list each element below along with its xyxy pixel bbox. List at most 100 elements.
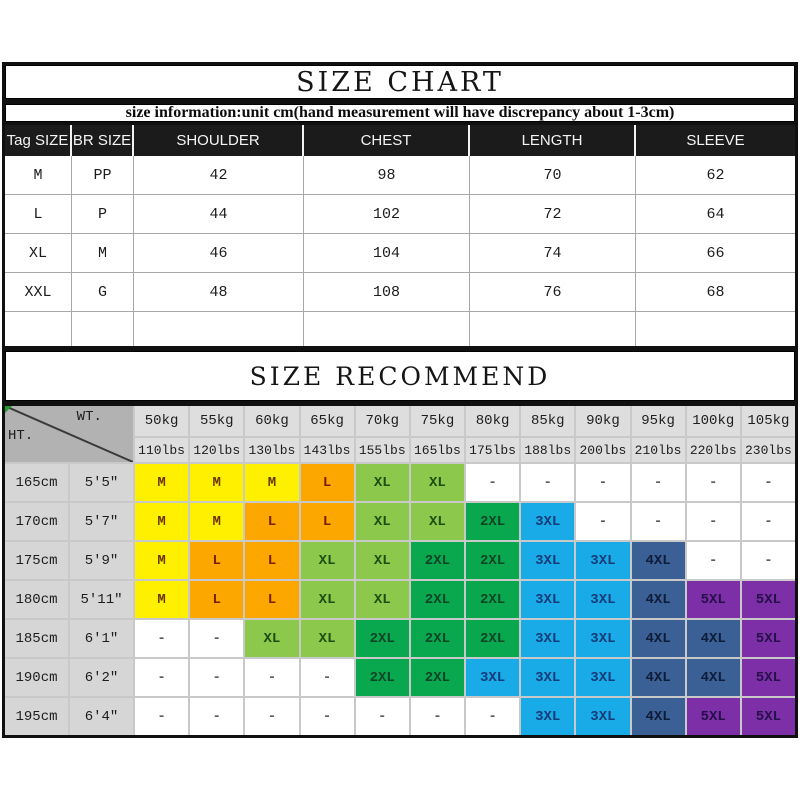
recommend-size-cell: XL <box>355 581 409 618</box>
recommend-size-cell: 2XL <box>355 659 409 696</box>
recommend-size-cell: 5XL <box>686 698 740 735</box>
recommend-size-cell: L <box>245 503 299 540</box>
recommend-size-cell: - <box>190 659 244 696</box>
weight-lbs-header: 220lbs <box>686 438 740 462</box>
size-chart-cell: G <box>72 273 133 311</box>
weight-kg-header: 60kg <box>245 406 299 436</box>
weight-kg-header: 80kg <box>466 406 520 436</box>
weight-kg-header: 90kg <box>576 406 630 436</box>
size-chart-cell <box>470 312 635 346</box>
size-chart-table: M PP 42 98 70 62 L P 44 102 72 64 XL M 46 104 74 66 XXL G 48… <box>5 156 795 346</box>
recommend-size-cell: 4XL <box>631 698 685 735</box>
recommend-size-cell: L <box>300 464 354 501</box>
size-recommend-title-box: SIZE RECOMMEND <box>5 351 795 401</box>
recommend-size-cell: 2XL <box>466 620 520 657</box>
size-chart-cell: 72 <box>470 195 635 233</box>
recommend-size-cell: M <box>135 464 189 501</box>
height-ft-header: 5'9" <box>70 542 133 579</box>
recommend-size-cell: - <box>741 464 795 501</box>
size-chart-cell <box>636 312 795 346</box>
height-ft-header: 5'7" <box>70 503 133 540</box>
recommend-size-cell: - <box>576 503 630 540</box>
column-header: SLEEVE <box>636 125 795 156</box>
weight-lbs-header: 165lbs <box>410 438 464 462</box>
recommend-size-cell: - <box>135 659 189 696</box>
height-cm-header: 195cm <box>5 698 68 735</box>
recommend-size-cell: 2XL <box>410 620 464 657</box>
recommend-size-cell: 3XL <box>576 581 630 618</box>
recommend-size-cell: XL <box>410 464 464 501</box>
size-chart-cell: PP <box>72 156 133 194</box>
weight-kg-header: 100kg <box>686 406 740 436</box>
recommend-size-cell: 2XL <box>410 659 464 696</box>
recommend-size-cell: 3XL <box>576 659 630 696</box>
weight-lbs-header: 143lbs <box>300 438 354 462</box>
weight-lbs-header: 188lbs <box>521 438 575 462</box>
recommend-size-cell: - <box>686 503 740 540</box>
recommend-size-cell: 5XL <box>741 620 795 657</box>
size-chart-cell: 102 <box>304 195 469 233</box>
recommend-size-cell: 4XL <box>631 659 685 696</box>
size-chart-cell: 66 <box>636 234 795 272</box>
size-chart-cell: 104 <box>304 234 469 272</box>
size-chart-cell: L <box>5 195 71 233</box>
weight-kg-header: 75kg <box>410 406 464 436</box>
recommend-size-cell: 5XL <box>741 581 795 618</box>
recommend-size-cell: - <box>686 464 740 501</box>
recommend-size-cell: - <box>466 698 520 735</box>
size-chart-cell <box>304 312 469 346</box>
size-chart-cell <box>72 312 133 346</box>
height-ft-header: 5'11" <box>70 581 133 618</box>
recommend-size-cell: 3XL <box>576 620 630 657</box>
size-chart-cell: 68 <box>636 273 795 311</box>
column-header: LENGTH <box>470 125 634 156</box>
size-chart-cell: 42 <box>134 156 303 194</box>
size-chart-cell <box>134 312 303 346</box>
recommend-size-cell: 3XL <box>521 542 575 579</box>
size-chart-cell: 108 <box>304 273 469 311</box>
size-chart-cell: 98 <box>304 156 469 194</box>
recommend-size-cell: M <box>135 542 189 579</box>
height-cm-header: 180cm <box>5 581 68 618</box>
recommend-size-cell: 5XL <box>741 659 795 696</box>
height-ft-header: 6'1" <box>70 620 133 657</box>
recommend-size-cell: - <box>300 698 354 735</box>
recommend-size-cell: 4XL <box>631 620 685 657</box>
recommend-size-cell: M <box>135 503 189 540</box>
recommend-size-cell: - <box>135 620 189 657</box>
size-chart-cell: XL <box>5 234 71 272</box>
recommend-size-cell: - <box>410 698 464 735</box>
recommend-size-cell: 2XL <box>466 542 520 579</box>
recommend-size-cell: XL <box>300 581 354 618</box>
recommend-size-cell: 2XL <box>410 542 464 579</box>
recommend-size-cell: L <box>190 581 244 618</box>
recommend-size-cell: 3XL <box>521 581 575 618</box>
recommend-size-cell: - <box>521 464 575 501</box>
recommend-size-cell: 2XL <box>410 581 464 618</box>
height-ft-header: 6'2" <box>70 659 133 696</box>
recommend-size-cell: 4XL <box>686 659 740 696</box>
size-recommend-title: SIZE RECOMMEND <box>249 361 551 391</box>
weight-kg-header: 85kg <box>521 406 575 436</box>
weight-axis-label: WT. <box>76 409 102 425</box>
recommend-size-cell: 4XL <box>631 581 685 618</box>
weight-lbs-header: 155lbs <box>355 438 409 462</box>
recommend-size-cell: - <box>355 698 409 735</box>
recommend-size-cell: 3XL <box>576 542 630 579</box>
size-chart-cell <box>5 312 71 346</box>
recommend-size-cell: 4XL <box>686 620 740 657</box>
recommend-size-cell: - <box>686 542 740 579</box>
recommend-size-cell: XL <box>300 620 354 657</box>
recommend-size-cell: - <box>741 542 795 579</box>
recommend-size-cell: L <box>300 503 354 540</box>
size-chart-cell: 74 <box>470 234 635 272</box>
recommend-size-cell: 3XL <box>521 659 575 696</box>
recommend-size-cell: L <box>245 542 299 579</box>
recommend-size-cell: 3XL <box>576 698 630 735</box>
recommend-size-cell: - <box>631 503 685 540</box>
weight-lbs-header: 230lbs <box>741 438 795 462</box>
height-cm-header: 175cm <box>5 542 68 579</box>
diagonal-divider <box>5 406 133 462</box>
weight-lbs-header: 200lbs <box>576 438 630 462</box>
excel-corner-marker-icon <box>5 406 12 413</box>
